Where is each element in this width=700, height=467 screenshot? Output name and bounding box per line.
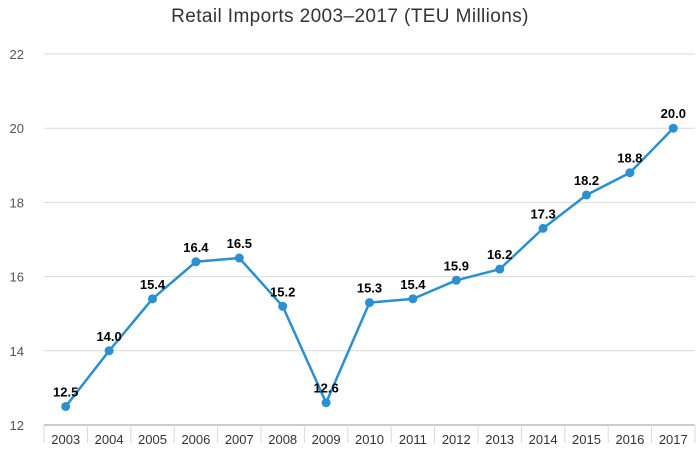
data-point [625,168,635,178]
x-tick-label: 2005 [138,432,167,447]
gridlines [44,53,695,352]
data-point [365,298,374,308]
x-tick-label: 2004 [95,432,124,447]
data-point [148,294,157,304]
chart-title: Retail Imports 2003–2017 (TEU Millions) [171,6,529,27]
y-tick-label: 14 [10,344,24,359]
x-tick-label: 2011 [399,432,427,447]
data-label: 20.0 [661,106,686,121]
data-label: 14.0 [96,329,121,344]
axes: 12 14 16 18 20 22 2003 2004 2005 2006 2007 2008 2009… [10,47,696,447]
x-tick-label: 2003 [51,432,80,447]
data-point [408,294,418,304]
x-tick-label: 2008 [268,432,297,447]
data-label: 18.8 [617,151,642,166]
data-label: 16.2 [487,247,512,262]
data-point [191,257,201,267]
series-line [64,127,675,408]
y-tick-label: 16 [10,270,24,285]
y-tick-label: 20 [10,121,24,136]
data-label: 15.2 [270,284,295,299]
x-tick-label: 2009 [312,432,341,447]
data-labels: 12.5 14.0 15.4 16.4 16.5 15.2 12.6 15.3 15.4 15.9… [53,106,686,399]
y-tick-label: 22 [10,47,24,62]
data-label: 12.5 [53,384,78,399]
x-tick-label: 2014 [529,432,558,447]
x-tick-label: 2015 [572,432,601,447]
data-point [451,275,461,285]
data-point [278,301,288,311]
data-label: 15.3 [357,281,382,296]
x-tick-label: 2016 [615,432,644,447]
data-label: 17.3 [530,206,555,221]
y-tick-label: 18 [10,195,24,210]
data-point [104,346,114,356]
data-point [538,223,548,233]
y-tick-label: 12 [10,418,24,433]
data-point [495,264,505,274]
x-tick-label: 2010 [355,432,384,447]
data-label: 15.4 [140,277,166,292]
x-tick-label: 2006 [181,432,210,447]
data-label: 16.5 [227,236,252,251]
data-label: 18.2 [574,173,599,188]
data-point [582,190,591,200]
data-label: 15.4 [400,277,426,292]
x-tick-label: 2007 [225,432,254,447]
x-tick-label: 2012 [442,432,471,447]
data-label: 16.4 [183,240,209,255]
data-label: 15.9 [444,258,469,273]
x-tick-label: 2017 [659,432,688,447]
data-point [234,253,244,263]
x-tick-label: 2013 [485,432,514,447]
series-retail-imports [61,123,678,411]
data-label: 12.6 [313,381,338,396]
data-point [668,123,678,133]
data-point [61,401,71,411]
data-point [321,398,331,408]
